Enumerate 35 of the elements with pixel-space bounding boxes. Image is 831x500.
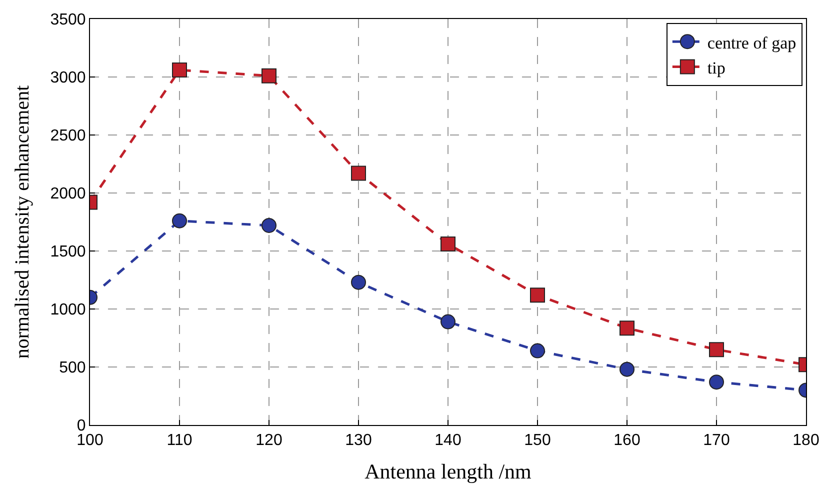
y-tick-label: 2500 bbox=[50, 128, 86, 145]
x-tick-label: 100 bbox=[76, 432, 104, 450]
x-tick-label: 120 bbox=[256, 432, 282, 450]
point bbox=[620, 320, 634, 336]
y-tick-label: 1500 bbox=[50, 244, 86, 261]
point bbox=[530, 343, 545, 358]
point bbox=[440, 236, 456, 252]
y-tick-label: 1000 bbox=[50, 302, 86, 319]
x-tick-label: 110 bbox=[166, 432, 192, 450]
point bbox=[262, 218, 276, 233]
point bbox=[440, 314, 456, 330]
y-tick-label: 3000 bbox=[50, 70, 86, 87]
point bbox=[620, 362, 634, 377]
point bbox=[172, 213, 187, 228]
legend-label: centre of gap bbox=[707, 33, 796, 52]
x-tick-label: 180 bbox=[792, 432, 820, 450]
legend-label: tip bbox=[707, 58, 726, 78]
point bbox=[709, 374, 724, 390]
y-axis-title: normalised intensity enhancement bbox=[12, 84, 34, 359]
x-tick-label: 170 bbox=[703, 432, 730, 450]
point bbox=[351, 166, 366, 181]
y-tick-label: 500 bbox=[59, 360, 86, 377]
y-tick-label: 2000 bbox=[50, 186, 86, 203]
x-axis-title: Antenna length /nm bbox=[364, 459, 532, 484]
y-tick-label: 3500 bbox=[50, 12, 86, 29]
point bbox=[172, 62, 187, 78]
x-tick-label: 150 bbox=[524, 432, 551, 450]
point bbox=[351, 274, 366, 290]
x-tick-label: 130 bbox=[345, 432, 372, 450]
point bbox=[262, 68, 276, 84]
point bbox=[709, 342, 724, 358]
y-tick-label: 0 bbox=[76, 418, 86, 435]
x-tick-label: 160 bbox=[614, 432, 640, 450]
point bbox=[530, 288, 545, 303]
x-tick-label: 140 bbox=[434, 432, 462, 450]
